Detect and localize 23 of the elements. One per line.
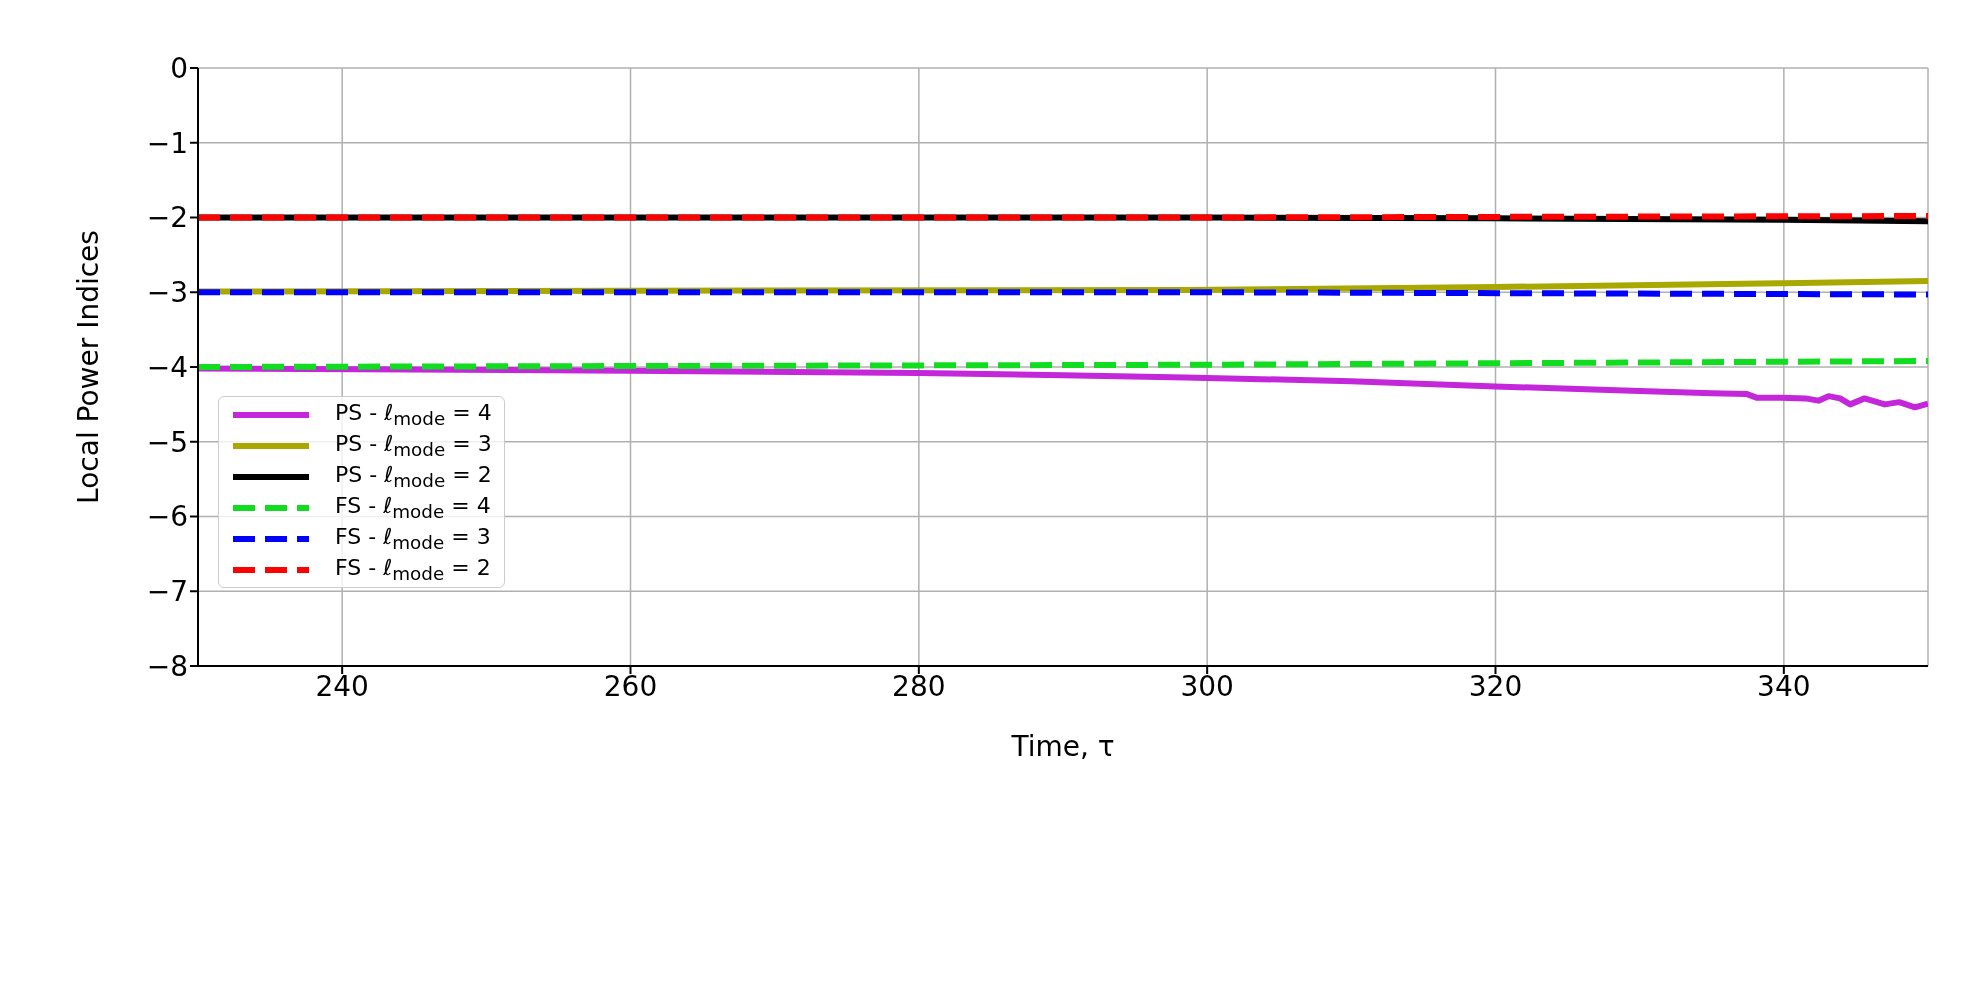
x-axis-title: Time, τ <box>1010 730 1115 763</box>
legend-label: PS - ℓ$_{mode}$ = 4 <box>335 399 492 430</box>
x-tick-label: 320 <box>1468 669 1523 703</box>
y-tick-label: 0 <box>170 51 188 85</box>
legend-label: FS - ℓ$_{mode}$ = 3 <box>335 523 491 554</box>
y-tick-label: −5 <box>146 425 188 459</box>
y-tick-label: −3 <box>146 276 188 310</box>
legend-label: PS - ℓ$_{mode}$ = 2 <box>335 461 492 492</box>
y-axis-title: Local Power Indices <box>71 230 105 504</box>
y-tick-label: −7 <box>146 575 188 609</box>
x-tick-label: 340 <box>1757 669 1811 703</box>
x-tick-label: 260 <box>603 669 658 703</box>
x-tick-label: 300 <box>1180 669 1234 703</box>
y-tick-label: −1 <box>146 126 188 160</box>
y-tick-label: −2 <box>146 201 188 235</box>
y-tick-label: −8 <box>146 649 188 683</box>
y-tick-label: −4 <box>146 350 188 384</box>
x-tick-label: 240 <box>315 669 369 703</box>
x-tick-label: 280 <box>892 669 946 703</box>
legend-label: FS - ℓ$_{mode}$ = 4 <box>335 492 491 523</box>
y-tick-label: −6 <box>146 500 188 534</box>
legend-label: FS - ℓ$_{mode}$ = 2 <box>335 554 491 585</box>
legend-label: PS - ℓ$_{mode}$ = 3 <box>335 430 492 461</box>
